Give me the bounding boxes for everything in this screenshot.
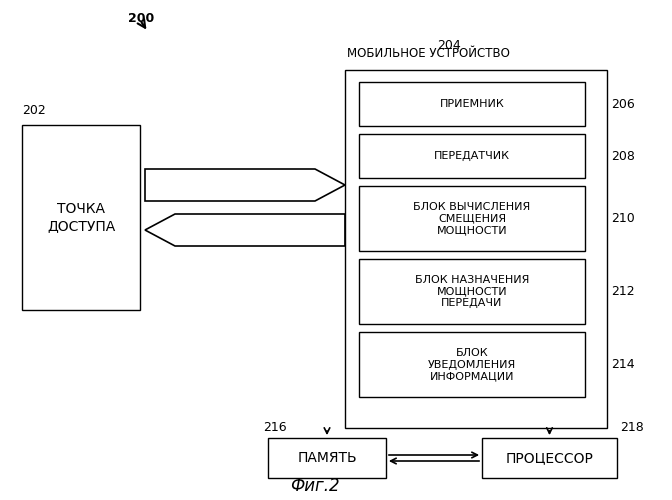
- Text: ТОЧКА
ДОСТУПА: ТОЧКА ДОСТУПА: [47, 202, 115, 232]
- Bar: [268, 438, 386, 478]
- Text: 216: 216: [263, 421, 287, 434]
- Text: ПРОЦЕССОР: ПРОЦЕССОР: [505, 451, 593, 465]
- Text: ПЕРЕДАТЧИК: ПЕРЕДАТЧИК: [434, 151, 510, 161]
- Bar: [359, 82, 585, 126]
- Text: 206: 206: [611, 98, 635, 110]
- Text: ПАМЯТЬ: ПАМЯТЬ: [297, 451, 357, 465]
- Text: 208: 208: [611, 150, 635, 162]
- Text: 200: 200: [128, 12, 155, 24]
- Polygon shape: [145, 214, 345, 246]
- Bar: [345, 70, 607, 428]
- Bar: [22, 125, 140, 310]
- Text: Фиг.2: Фиг.2: [290, 477, 339, 495]
- Text: 218: 218: [620, 421, 644, 434]
- Polygon shape: [145, 169, 345, 201]
- Text: 212: 212: [611, 285, 634, 298]
- Bar: [359, 186, 585, 251]
- Text: 210: 210: [611, 212, 635, 225]
- Text: 202: 202: [22, 104, 46, 117]
- Text: МОБИЛЬНОЕ УСТРОЙСТВО: МОБИЛЬНОЕ УСТРОЙСТВО: [347, 47, 510, 60]
- Bar: [359, 259, 585, 324]
- Text: БЛОК НАЗНАЧЕНИЯ
МОЩНОСТИ
ПЕРЕДАЧИ: БЛОК НАЗНАЧЕНИЯ МОЩНОСТИ ПЕРЕДАЧИ: [415, 275, 529, 308]
- Text: 214: 214: [611, 358, 634, 371]
- Bar: [482, 438, 617, 478]
- Bar: [359, 134, 585, 178]
- Text: ПРИЕМНИК: ПРИЕМНИК: [439, 99, 505, 109]
- Text: 204: 204: [437, 39, 460, 52]
- Text: БЛОК ВЫЧИСЛЕНИЯ
СМЕЩЕНИЯ
МОЩНОСТИ: БЛОК ВЫЧИСЛЕНИЯ СМЕЩЕНИЯ МОЩНОСТИ: [413, 202, 531, 235]
- Text: БЛОК
УВЕДОМЛЕНИЯ
ИНФОРМАЦИИ: БЛОК УВЕДОМЛЕНИЯ ИНФОРМАЦИИ: [428, 348, 516, 381]
- Bar: [359, 332, 585, 397]
